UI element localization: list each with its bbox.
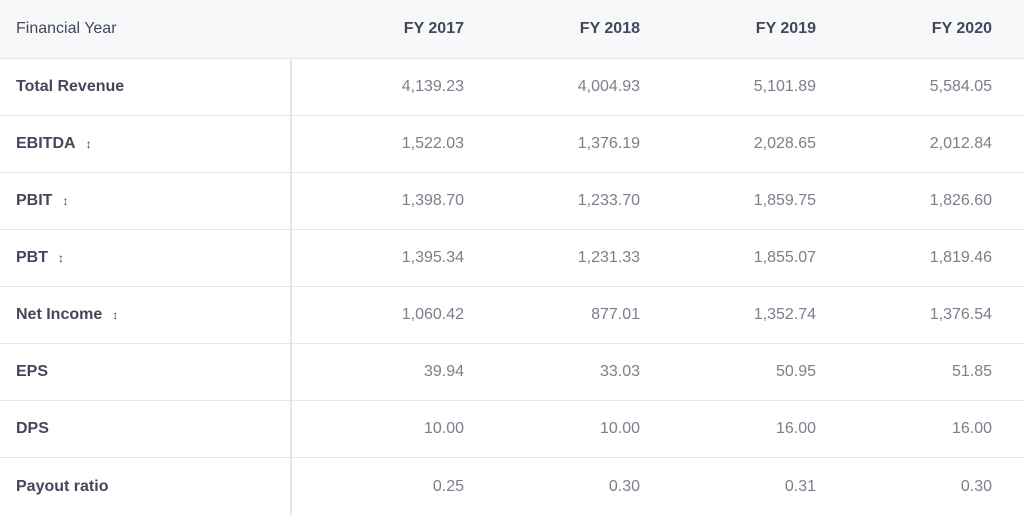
table-row: Net Income ↕ 1,060.42 877.01 1,352.74 1,3… xyxy=(0,287,1024,344)
sort-arrows-icon[interactable]: ↕ xyxy=(112,308,119,322)
row-label-text: DPS xyxy=(16,420,49,437)
table-cell: 1,352.74 xyxy=(753,306,816,323)
row-label-text: Total Revenue xyxy=(16,78,125,95)
row-label-text: PBIT xyxy=(16,192,53,209)
table-cell: 4,004.93 xyxy=(577,78,640,95)
table-row: EBITDA ↕ 1,522.03 1,376.19 2,028.65 2,012… xyxy=(0,116,1024,173)
column-divider xyxy=(290,0,292,515)
table-cell: 1,398.70 xyxy=(401,192,464,209)
table-cell: 1,376.19 xyxy=(577,135,640,152)
table-cell: 1,231.33 xyxy=(577,249,640,266)
row-label: EPS xyxy=(16,344,276,400)
table-row: PBT ↕ 1,395.34 1,231.33 1,855.07 1,819.46 xyxy=(0,230,1024,287)
table-cell: 50.95 xyxy=(775,363,816,380)
table-cell: 1,395.34 xyxy=(401,249,464,266)
header-year: FY 2017 xyxy=(403,20,464,37)
table-cell: 1,376.54 xyxy=(929,306,992,323)
table-cell: 10.00 xyxy=(599,420,640,437)
row-label: Total Revenue xyxy=(16,59,276,115)
table-cell: 1,819.46 xyxy=(929,249,992,266)
row-label-text: EPS xyxy=(16,363,49,380)
row-label: Net Income ↕ xyxy=(16,287,276,343)
header-year: FY 2018 xyxy=(579,20,640,37)
table-cell: 2,012.84 xyxy=(929,135,992,152)
table-cell: 39.94 xyxy=(423,363,464,380)
sort-arrows-icon[interactable]: ↕ xyxy=(62,194,69,208)
row-label-text: Net Income xyxy=(16,306,103,323)
header-year: FY 2020 xyxy=(931,20,992,37)
row-label-text: PBT xyxy=(16,249,48,266)
table-row: EPS 39.94 33.03 50.95 51.85 xyxy=(0,344,1024,401)
row-label-text: EBITDA xyxy=(16,135,76,152)
row-label: PBIT ↕ xyxy=(16,173,276,229)
table-cell: 0.30 xyxy=(960,477,992,495)
table-row: Payout ratio 0.25 0.30 0.31 0.30 xyxy=(0,458,1024,515)
table-cell: 1,859.75 xyxy=(753,192,816,209)
table-cell: 16.00 xyxy=(775,420,816,437)
table-row: PBIT ↕ 1,398.70 1,233.70 1,859.75 1,826.6… xyxy=(0,173,1024,230)
table-row: Total Revenue 4,139.23 4,004.93 5,101.89… xyxy=(0,59,1024,116)
sort-arrows-icon[interactable]: ↕ xyxy=(58,251,64,265)
table-cell: 4,139.23 xyxy=(401,78,464,95)
table-row: DPS 10.00 10.00 16.00 16.00 xyxy=(0,401,1024,458)
table-cell: 2,028.65 xyxy=(753,135,816,152)
table-cell: 1,060.42 xyxy=(401,306,464,323)
table-cell: 33.03 xyxy=(599,363,640,380)
table-cell: 0.25 xyxy=(432,477,464,495)
table-cell: 16.00 xyxy=(951,420,992,437)
table-cell: 877.01 xyxy=(591,306,640,323)
row-label-text: Payout ratio xyxy=(16,477,109,495)
header-label: Financial Year xyxy=(16,20,117,37)
table-header-row: Financial Year FY 2017 FY 2018 FY 2019 F… xyxy=(0,0,1024,59)
header-year: FY 2019 xyxy=(755,20,816,37)
table-cell: 10.00 xyxy=(423,420,464,437)
row-label: PBT ↕ xyxy=(16,230,276,286)
table-cell: 5,584.05 xyxy=(929,78,992,95)
table-cell: 1,826.60 xyxy=(929,192,992,209)
table-cell: 5,101.89 xyxy=(753,78,816,95)
row-label: Payout ratio xyxy=(16,458,276,515)
table-cell: 0.31 xyxy=(784,477,816,495)
table-cell: 0.30 xyxy=(608,477,640,495)
row-label: DPS xyxy=(16,401,276,457)
table-cell: 1,233.70 xyxy=(577,192,640,209)
table-cell: 1,855.07 xyxy=(753,249,816,266)
row-label: EBITDA ↕ xyxy=(16,116,276,172)
table-cell: 1,522.03 xyxy=(401,135,464,152)
sort-arrows-icon[interactable]: ↕ xyxy=(85,137,92,151)
table-cell: 51.85 xyxy=(951,363,992,380)
